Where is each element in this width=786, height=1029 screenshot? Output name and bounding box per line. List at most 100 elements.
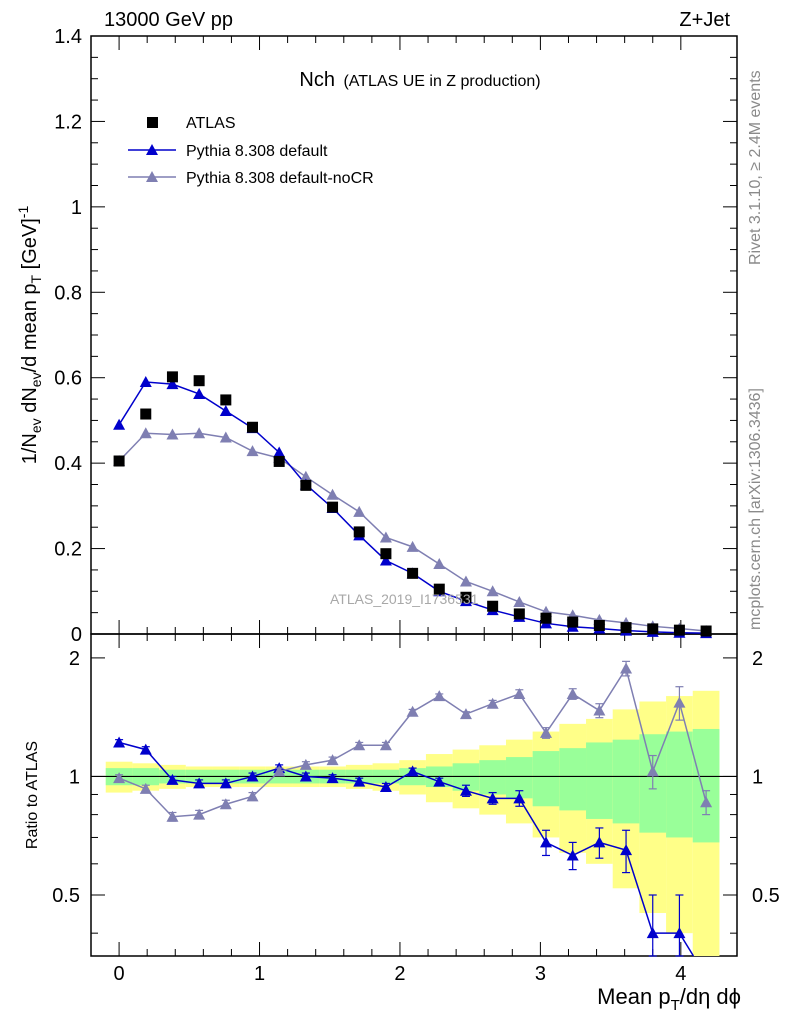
ratio-y-tick-label: 2 [69,648,80,670]
point-default [219,405,232,417]
y-tick-label: 1.4 [54,26,82,48]
ratio-default-nocr-point [486,697,499,709]
point-atlas [140,408,152,420]
band-inner-bin [666,731,693,838]
point-atlas [620,622,632,634]
point-atlas [407,567,419,579]
ratio-default-point [620,844,633,856]
ratio-default-point [219,777,232,789]
ratio-default-nocr-point [353,739,366,751]
point-default [113,418,126,430]
ratio-default-nocr-point [273,765,286,777]
point-default-nocr [433,557,446,569]
band-inner-bin [692,728,720,843]
point-default-nocr [193,427,206,439]
ratio-default-nocr-point [540,726,553,738]
ratio-default-point [646,927,659,939]
header-left: 13000 GeV pp [104,9,233,31]
point-atlas [647,623,659,635]
main-series [113,371,713,639]
point-default-nocr [219,431,232,443]
point-atlas [327,501,339,513]
point-atlas [700,625,712,637]
legend-label-default: Pythia 8.308 default [186,143,328,160]
point-atlas [460,591,472,603]
side-rivet-text: Rivet 3.1.10, ≥ 2.4M events [747,70,764,265]
point-default [193,387,206,399]
point-atlas [433,583,445,595]
ratio-default-point [566,849,579,861]
legend-label-nocr: Pythia 8.308 default-noCR [186,170,374,187]
plot-title-sub: (ATLAS UE in Z production) [343,73,540,90]
ratio-default-point [193,777,206,789]
point-default-nocr [299,470,312,482]
band-inner-bin [559,748,587,811]
ratio-default-point [139,743,152,755]
point-atlas [487,600,499,612]
legend-marker-nocr [146,171,158,182]
y-tick-label: 0.8 [54,282,82,304]
ratio-default-nocr-point [513,687,526,699]
legend-marker-default [146,144,158,155]
ratio-default-point [593,836,606,848]
legend-label-atlas: ATLAS [186,115,236,132]
y-axis-label: 1/Nev dNev/d mean pT [GeV]-1 [15,206,44,465]
ratio-y-tick-label-right: 2 [752,648,763,670]
ratio-default-point [353,775,366,787]
point-default-nocr [486,585,499,597]
ratio-default-nocr-point [113,772,126,784]
side-mcplots-text: mcplots.cern.ch [arXiv:1306.3436] [747,388,764,630]
point-atlas [353,526,365,538]
ratio-y-tick-label: 1 [69,766,80,788]
ratio-default-point [459,784,472,796]
ratio-default-point [246,770,259,782]
ratio-default-nocr-point [620,662,633,674]
point-atlas [540,612,552,624]
ratio-default-nocr-point [326,754,339,766]
plot-title: Nch (ATLAS UE in Z production) [299,69,540,91]
point-default-nocr [353,505,366,517]
point-atlas [300,479,312,491]
x-tick-label: 2 [394,963,405,985]
ratio-default-nocr-point [646,765,659,777]
point-atlas [113,455,125,467]
ratio-default-nocr-point [219,798,232,810]
x-tick-label: 3 [535,963,546,985]
point-atlas [220,394,232,406]
ratio-y-tick-label-right: 1 [752,766,763,788]
legend-marker-atlas [147,117,158,128]
point-default [166,378,179,390]
point-default-nocr [379,531,392,543]
y-tick-label: 0.2 [54,539,82,561]
ratio-default-point [113,736,126,748]
x-tick-label: 0 [114,963,125,985]
point-atlas [673,624,685,636]
ratio-default-point [540,836,553,848]
point-default-nocr [139,427,152,439]
y-tick-label: 0.6 [54,368,82,390]
header-right: Z+Jet [679,9,730,31]
point-atlas [567,616,579,628]
plot-title-main: Nch [299,69,335,91]
ratio-default-nocr-point [406,705,419,717]
y-tick-label: 0 [71,624,82,646]
point-default [379,554,392,566]
y-tick-label: 1 [71,197,82,219]
point-atlas [513,608,525,620]
point-atlas [273,455,285,467]
ratio-default-nocr-point [593,704,606,716]
legend: ATLAS Pythia 8.308 default Pythia 8.308 … [128,115,374,187]
analysis-watermark: ATLAS_2019_I1736531 [330,591,479,607]
ratio-default-point [166,773,179,785]
point-atlas [247,421,258,433]
band-inner-bin [479,760,506,795]
ratio-default-point [486,792,499,804]
ratio-default-point [673,927,686,939]
point-default-nocr [326,488,339,500]
ratio-default-point [326,772,339,784]
ratio-default-nocr-point [673,696,686,708]
ratio-default-nocr-point [379,739,392,751]
point-atlas [380,548,392,560]
point-default [273,446,286,458]
